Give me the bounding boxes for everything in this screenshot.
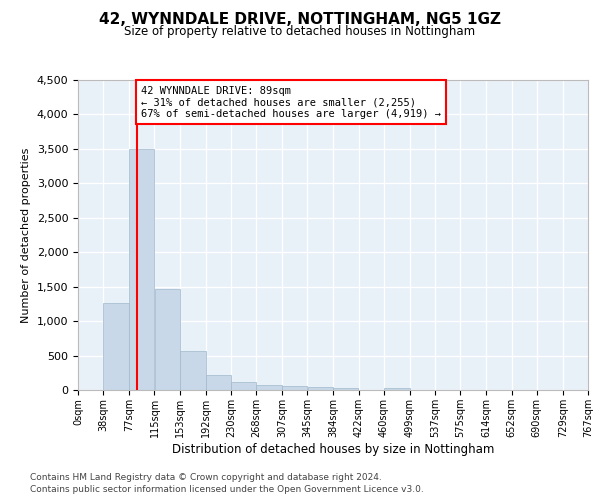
Bar (334, 388, 358, 390)
Text: 42 WYNNDALE DRIVE: 89sqm
← 31% of detached houses are smaller (2,255)
67% of sem: 42 WYNNDALE DRIVE: 89sqm ← 31% of detach… (141, 86, 441, 118)
Bar (180, 352, 205, 390)
Bar (384, 388, 410, 390)
Text: 42, WYNNDALE DRIVE, NOTTINGHAM, NG5 1GZ: 42, WYNNDALE DRIVE, NOTTINGHAM, NG5 1GZ (99, 12, 501, 28)
Text: Distribution of detached houses by size in Nottingham: Distribution of detached houses by size … (172, 442, 494, 456)
Bar (103, 302, 129, 390)
Bar (130, 149, 154, 390)
Bar (231, 382, 256, 390)
Bar (155, 288, 179, 390)
Bar (256, 385, 282, 390)
Y-axis label: Number of detached properties: Number of detached properties (21, 148, 31, 322)
Text: Contains public sector information licensed under the Open Government Licence v3: Contains public sector information licen… (30, 485, 424, 494)
Text: Size of property relative to detached houses in Nottingham: Size of property relative to detached ho… (124, 25, 476, 38)
Bar (282, 386, 307, 390)
Bar (206, 375, 231, 390)
Text: Contains HM Land Registry data © Crown copyright and database right 2024.: Contains HM Land Registry data © Crown c… (30, 472, 382, 482)
Bar (308, 387, 333, 390)
